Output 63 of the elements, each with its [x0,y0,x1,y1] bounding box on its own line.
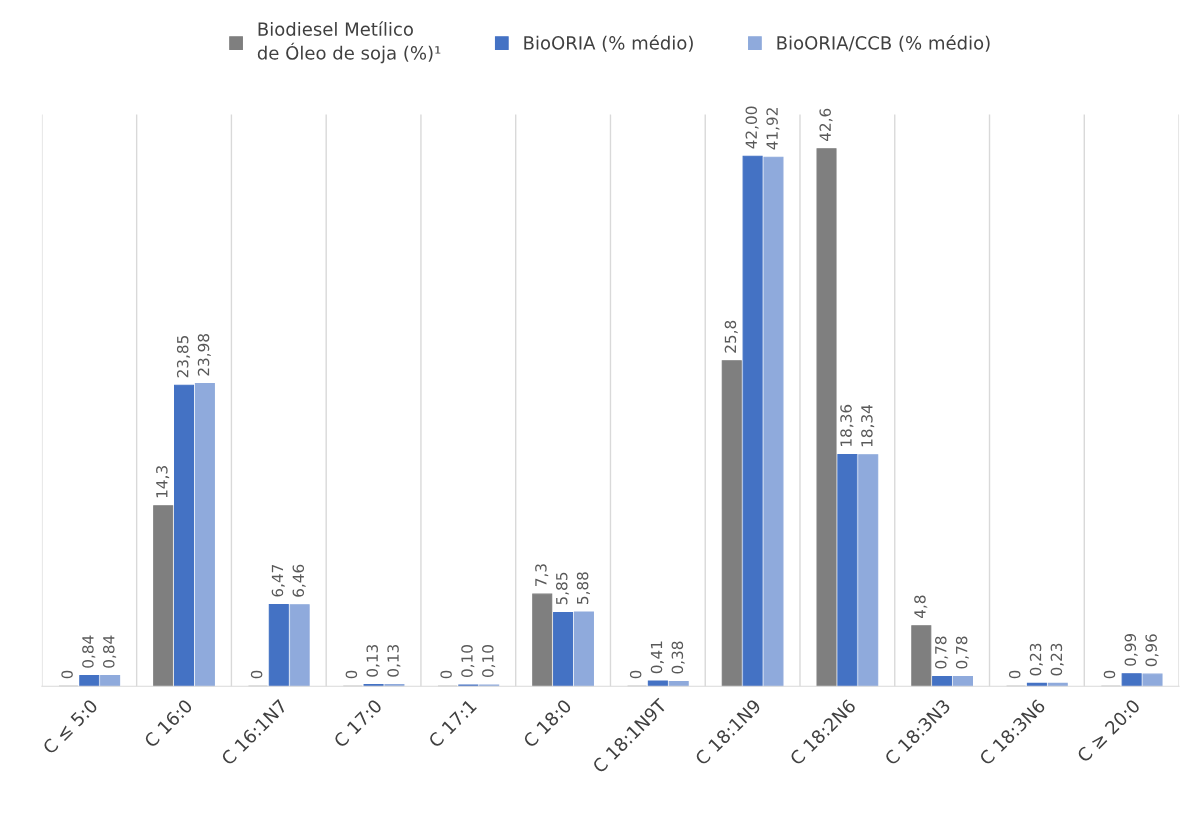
data-label: 0,84 [82,635,96,668]
bar [1121,673,1142,687]
data-label: 5,88 [576,572,590,604]
data-label: 0,23 [1050,643,1064,676]
data-label: 42,00 [745,106,759,149]
bar [532,593,553,687]
data-label: 23,85 [176,335,191,378]
data-label: 7,3 [535,564,549,586]
data-label: 0,78 [935,636,949,669]
data-label: 0,13 [387,644,401,677]
data-label: 0 [1008,670,1021,679]
bar [194,383,215,687]
data-label: 18,36 [840,404,854,446]
bar [174,384,195,687]
data-label: 6,46 [292,564,306,597]
data-label: 0,99 [1124,633,1138,666]
data-label: 0,23 [1029,643,1043,676]
data-label: 5,85 [555,572,570,605]
data-label: 23,98 [197,334,211,376]
legend-label: Biodiesel Metílico de Óleo de soja (%)¹ [257,21,441,64]
bar [837,454,858,687]
data-label: 0,13 [366,644,380,677]
data-label: 6,47 [271,564,285,597]
legend-label: BioORIA (% médio) [524,35,693,52]
bar [932,675,953,687]
bar [268,604,289,687]
data-label: 14,3 [156,466,170,498]
data-label: 18,34 [861,405,875,447]
data-label: 0,10 [461,645,475,678]
data-label: 25,8 [724,320,738,353]
data-label: 0 [440,670,452,679]
data-label: 0,10 [482,645,496,678]
legend-label: BioORIA/CCB (% médio) [777,35,990,52]
x-tick-label: C ≤ 5:0 [41,698,99,755]
bar [647,680,668,687]
data-label: 0 [1103,670,1116,679]
data-label: 0,41 [650,641,664,674]
bar [289,604,310,687]
bar [742,155,763,687]
bar [553,611,574,687]
bar [952,675,974,687]
bar [858,454,879,687]
bar [668,680,689,687]
bar [79,675,100,687]
bar [816,148,837,687]
data-label: 42,6 [819,108,833,141]
data-label: 0,78 [955,636,969,669]
data-label: 0,84 [103,635,117,668]
data-label: 41,92 [766,108,780,150]
bar [911,625,932,687]
data-label: 4,8 [914,595,928,619]
bar [153,505,174,687]
data-label: 0,96 [1145,634,1159,667]
data-label: 0 [629,670,642,679]
bar [763,156,784,687]
data-label: 0 [61,670,73,679]
bar [1142,673,1163,687]
bar [721,360,742,687]
data-label: 0 [345,670,358,679]
bar [573,611,594,687]
data-label: 0 [250,670,263,679]
bar [100,675,121,687]
data-label: 0,38 [671,641,685,674]
